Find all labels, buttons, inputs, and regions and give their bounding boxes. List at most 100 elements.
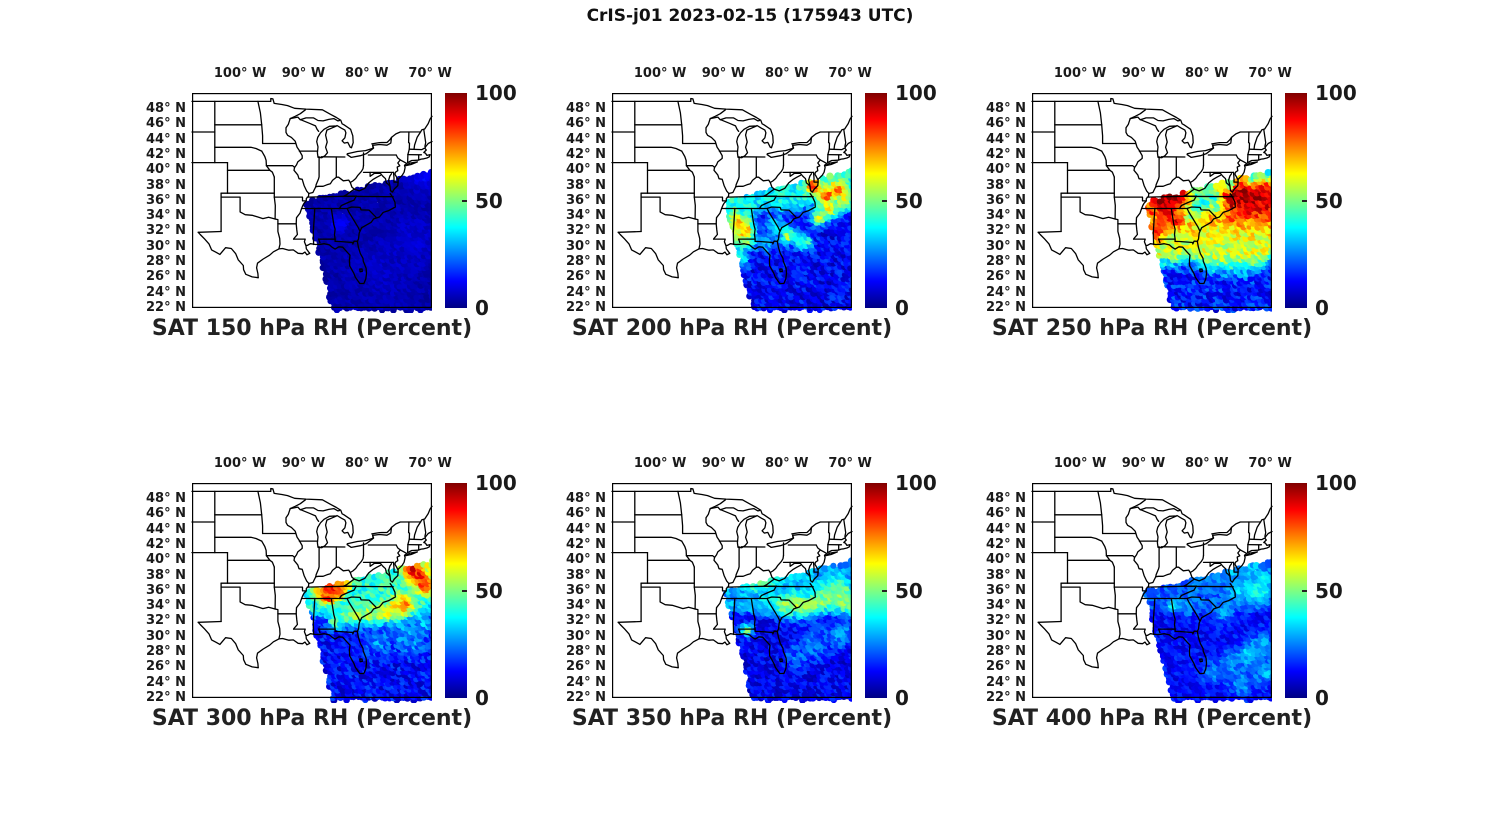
state-boundaries — [611, 97, 853, 285]
lat-tick-label: 34° N — [566, 208, 606, 224]
lat-tick-label: 40° N — [566, 162, 606, 178]
panel-title: SAT 400 hPa RH (Percent) — [991, 706, 1313, 731]
colorbar — [1285, 483, 1307, 698]
map-frame — [612, 483, 853, 699]
lat-tick-label: 48° N — [986, 101, 1026, 117]
lat-tick-label: 22° N — [986, 690, 1026, 705]
colorbar — [865, 93, 887, 308]
colorbar-label: 0 — [895, 296, 909, 320]
colorbar-label: 100 — [1315, 81, 1357, 105]
lon-tick-label: 90° W — [281, 66, 326, 81]
lat-tick-label: 44° N — [986, 131, 1026, 147]
lat-tick-label: 26° N — [566, 269, 606, 285]
lat-tick-label: 26° N — [146, 659, 186, 675]
lat-tick-label: 42° N — [986, 146, 1026, 162]
lat-tick-label: 38° N — [146, 177, 186, 193]
state-boundaries — [1031, 97, 1273, 285]
lat-tick-label: 42° N — [146, 536, 186, 552]
lon-tick-label: 100° W — [213, 456, 267, 471]
lon-tick-label: 100° W — [213, 66, 267, 81]
rh-scatter-swath — [1142, 559, 1272, 703]
lon-tick-label: 70° W — [408, 456, 452, 471]
state-boundaries — [191, 487, 433, 675]
lat-tick-label: 38° N — [566, 567, 606, 583]
lat-tick-label: 46° N — [986, 116, 1026, 132]
colorbar-label: 0 — [895, 686, 909, 710]
lat-tick-label: 32° N — [986, 613, 1026, 629]
colorbar-label: 50 — [475, 188, 503, 213]
lat-tick-label: 22° N — [566, 690, 606, 705]
map-frame — [192, 483, 433, 699]
colorbar-label: 100 — [1315, 471, 1357, 495]
panel-title: SAT 150 hPa RH (Percent) — [151, 316, 473, 341]
panel-title: SAT 200 hPa RH (Percent) — [571, 316, 893, 341]
lat-tick-label: 48° N — [986, 491, 1026, 507]
rh-map-plot — [191, 93, 433, 313]
lat-tick-label: 36° N — [146, 192, 186, 208]
lat-tick-label: 48° N — [146, 101, 186, 117]
colorbar-label: 100 — [895, 81, 937, 105]
rh-scatter-swath — [1145, 169, 1272, 313]
lon-tick-label: 90° W — [281, 456, 326, 471]
colorbar — [865, 483, 887, 698]
lat-tick-label: 26° N — [566, 659, 606, 675]
lat-tick-label: 48° N — [146, 491, 186, 507]
colorbar-label: 100 — [475, 81, 517, 105]
lat-tick-label: 24° N — [986, 284, 1026, 300]
lon-tick-label: 90° W — [1121, 456, 1166, 471]
colorbar-label: 50 — [1315, 578, 1343, 603]
lon-tick-label: 90° W — [1121, 66, 1166, 81]
lat-tick-label: 30° N — [146, 238, 186, 254]
lat-tick-label: 22° N — [986, 300, 1026, 315]
lat-tick-label: 24° N — [146, 284, 186, 300]
colorbar-label: 50 — [475, 578, 503, 603]
lat-tick-label: 24° N — [986, 674, 1026, 690]
rh-map-plot — [191, 483, 433, 703]
lat-tick-label: 30° N — [146, 628, 186, 644]
lat-tick-label: 30° N — [986, 238, 1026, 254]
map-frame — [1032, 93, 1273, 309]
lat-tick-label: 34° N — [986, 598, 1026, 614]
lat-tick-label: 46° N — [146, 116, 186, 132]
lon-tick-label: 70° W — [1248, 66, 1292, 81]
state-boundaries — [191, 97, 433, 285]
lat-tick-label: 44° N — [566, 131, 606, 147]
lat-tick-label: 40° N — [566, 552, 606, 568]
lat-tick-label: 46° N — [146, 506, 186, 522]
colorbar — [1285, 93, 1307, 308]
colorbar-label: 0 — [475, 296, 489, 320]
lat-tick-label: 32° N — [566, 613, 606, 629]
lon-tick-label: 90° W — [701, 456, 746, 471]
colorbar-label: 50 — [895, 578, 923, 603]
colorbar-label: 100 — [475, 471, 517, 495]
lon-tick-label: 80° W — [765, 66, 809, 81]
lat-tick-label: 32° N — [146, 223, 186, 239]
rh-map-plot — [611, 93, 853, 313]
lat-tick-label: 46° N — [986, 506, 1026, 522]
lon-tick-label: 70° W — [828, 66, 872, 81]
lat-tick-label: 28° N — [986, 254, 1026, 270]
lat-tick-label: 36° N — [566, 582, 606, 598]
map-frame — [1032, 483, 1273, 699]
lat-tick-label: 28° N — [146, 644, 186, 660]
rh-scatter-swath — [725, 167, 852, 313]
lon-tick-label: 80° W — [1185, 66, 1229, 81]
lat-tick-label: 32° N — [986, 223, 1026, 239]
lat-tick-label: 30° N — [986, 628, 1026, 644]
lat-tick-label: 22° N — [146, 690, 186, 705]
figure-title: CrIS-j01 2023-02-15 (175943 UTC) — [586, 6, 914, 26]
lat-tick-label: 36° N — [566, 192, 606, 208]
lat-tick-label: 48° N — [566, 101, 606, 117]
colorbar-label: 0 — [475, 686, 489, 710]
lat-tick-label: 26° N — [986, 659, 1026, 675]
lat-tick-label: 24° N — [566, 674, 606, 690]
rh-map-plot — [1031, 483, 1273, 703]
lat-tick-label: 48° N — [566, 491, 606, 507]
colorbar-mid-tick — [882, 199, 887, 202]
colorbar-mid-tick — [462, 589, 467, 592]
colorbar-label: 50 — [895, 188, 923, 213]
lon-tick-label: 100° W — [633, 66, 687, 81]
lat-tick-label: 38° N — [986, 177, 1026, 193]
lon-tick-label: 100° W — [633, 456, 687, 471]
lat-tick-label: 44° N — [986, 521, 1026, 537]
